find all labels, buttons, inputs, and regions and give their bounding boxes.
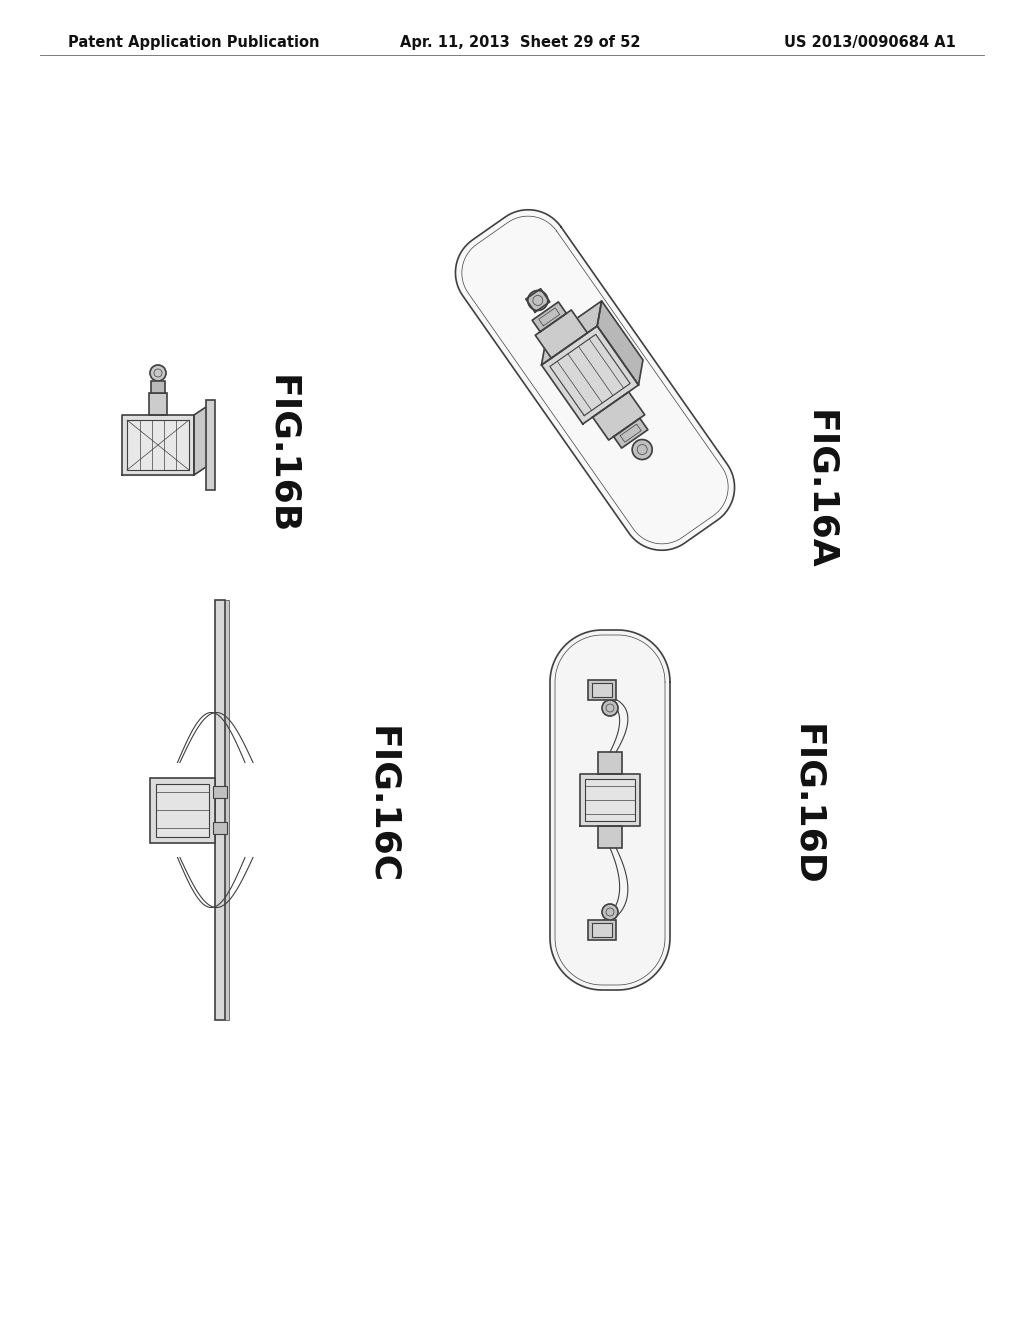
Polygon shape [536,310,588,358]
Polygon shape [550,630,670,990]
Polygon shape [532,302,566,331]
Circle shape [602,904,618,920]
Bar [151,381,165,393]
Text: Apr. 11, 2013  Sheet 29 of 52: Apr. 11, 2013 Sheet 29 of 52 [400,34,640,49]
Bar [585,779,635,821]
Bar [598,752,622,774]
Bar [592,923,612,937]
Bar [598,826,622,847]
Bar [588,920,616,940]
Text: FIG.16A: FIG.16A [803,411,837,570]
Polygon shape [526,289,550,312]
Polygon shape [542,326,639,424]
Circle shape [632,440,652,459]
Bar [588,680,616,700]
Bar [592,682,612,697]
Bar [127,420,189,470]
Bar [215,601,225,1020]
Text: FIG.16D: FIG.16D [790,725,824,886]
Polygon shape [597,301,643,385]
Polygon shape [194,407,206,475]
Polygon shape [613,418,648,447]
Circle shape [150,366,166,381]
Bar [213,822,227,834]
Bar [225,601,229,1020]
Text: FIG.16C: FIG.16C [365,726,399,884]
Text: US 2013/0090684 A1: US 2013/0090684 A1 [784,34,956,49]
Circle shape [602,700,618,715]
Text: FIG.16B: FIG.16B [265,375,299,535]
Polygon shape [542,301,602,366]
Bar [156,784,209,837]
Polygon shape [122,414,194,475]
Bar [213,785,227,799]
Polygon shape [456,210,734,550]
Bar [206,400,215,490]
Circle shape [527,290,548,310]
Bar [150,393,167,414]
Text: Patent Application Publication: Patent Application Publication [68,34,319,49]
Polygon shape [593,392,645,440]
Bar [150,777,215,842]
Polygon shape [580,774,640,826]
